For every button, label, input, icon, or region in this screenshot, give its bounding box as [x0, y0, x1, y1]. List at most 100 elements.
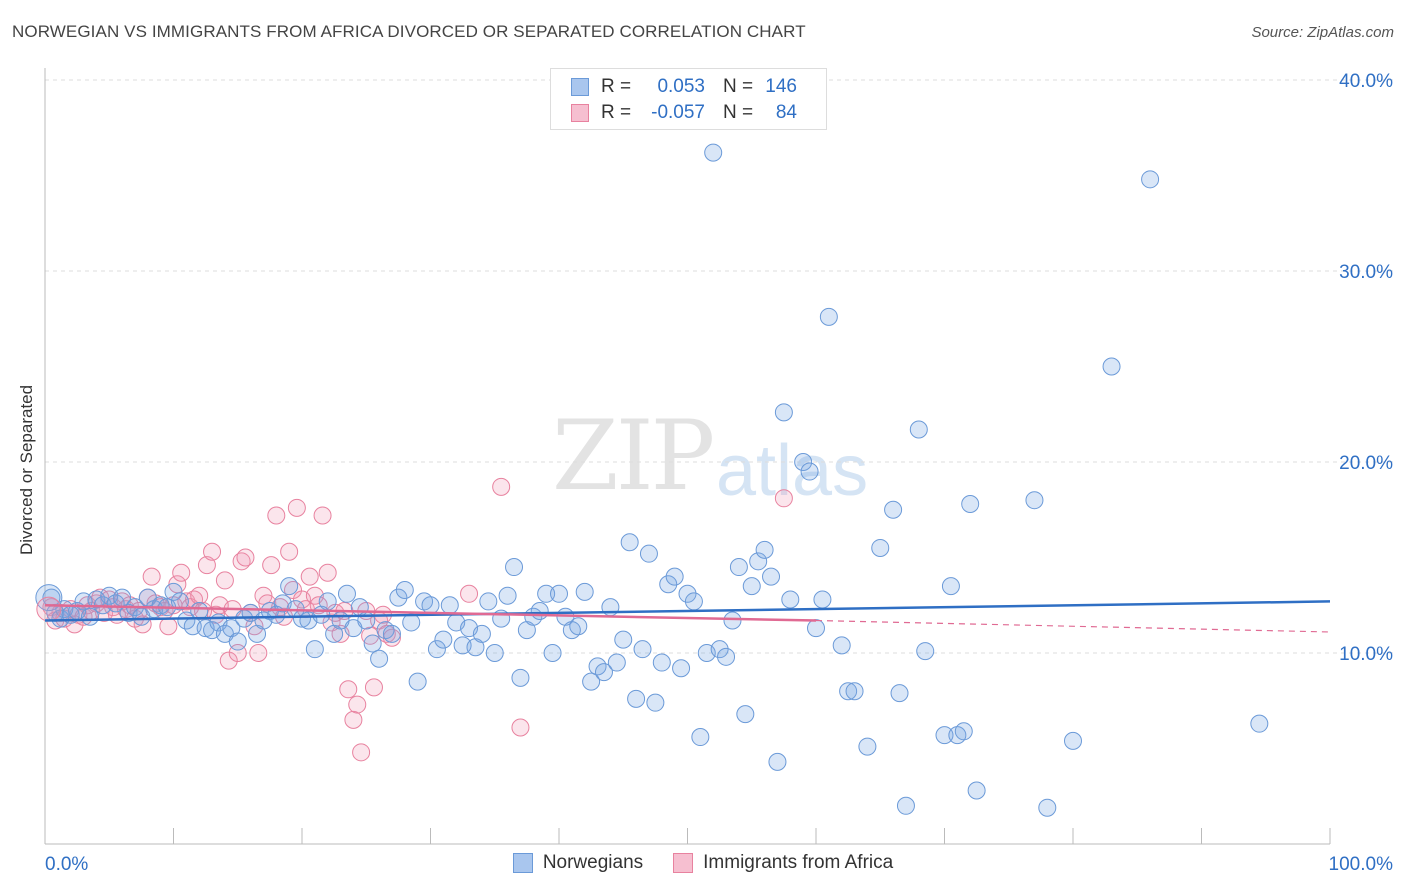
legend-row-immigrants: R = -0.057 N = 84: [571, 101, 797, 125]
norwegian-point: [1250, 714, 1269, 733]
immigrant-point: [190, 586, 209, 605]
norwegian-point: [813, 590, 832, 609]
legend-row-norwegians: R = 0.053 N = 146: [571, 75, 797, 99]
legend-swatch-immigrants: [673, 853, 694, 873]
norwegian-point: [723, 611, 742, 630]
immigrant-point: [159, 617, 178, 636]
norwegian-point: [954, 722, 973, 741]
norwegian-point: [736, 705, 755, 724]
immigrant-point: [774, 489, 793, 508]
immigrant-point: [249, 644, 268, 662]
legend-r-value: 0.053: [657, 76, 705, 97]
norwegian-point: [434, 630, 453, 649]
norwegian-point: [620, 533, 639, 552]
norwegian-point: [337, 584, 356, 603]
norwegian-point: [941, 577, 960, 596]
norwegian-point: [1064, 731, 1082, 750]
immigrant-point: [382, 628, 401, 647]
immigrant-point: [313, 506, 332, 525]
norwegian-point: [363, 634, 382, 653]
norwegian-point: [916, 642, 935, 661]
norwegian-point: [575, 582, 594, 601]
norwegian-point: [768, 752, 787, 771]
norwegian-point: [961, 495, 980, 514]
norwegian-point: [370, 649, 389, 668]
immigrant-point: [511, 718, 530, 737]
norwegian-point: [389, 588, 408, 607]
norwegian-point: [781, 590, 800, 609]
norwegian-point: [967, 781, 986, 800]
norwegian-point: [550, 584, 568, 603]
norwegian-point: [890, 684, 909, 703]
norwegian-point: [395, 580, 414, 599]
immigrant-point: [142, 567, 161, 586]
watermark-zip: ZIP: [552, 400, 715, 512]
legend-item-norwegians[interactable]: Norwegians: [512, 852, 644, 874]
legend-label-immigrants: Immigrants from Africa: [703, 852, 894, 873]
x-tick-label: 0.0%: [45, 854, 88, 875]
immigrant-trend-extension: [815, 619, 1331, 633]
norwegian-point: [170, 592, 189, 611]
norwegian-point: [35, 584, 63, 612]
norwegian-point: [652, 653, 671, 672]
y-axis-label: Divorced or Separated: [17, 384, 36, 555]
norwegian-point: [408, 672, 427, 691]
immigrant-point: [262, 556, 281, 575]
immigrant-point: [300, 567, 319, 586]
norwegian-point: [839, 682, 858, 701]
norwegian-point: [382, 624, 401, 643]
norwegian-point: [794, 453, 813, 471]
norwegian-point: [537, 584, 556, 603]
norwegian-point: [845, 682, 864, 701]
norwegian-point: [633, 640, 652, 659]
norwegian-point: [762, 567, 781, 586]
norwegian-point: [665, 567, 684, 586]
norwegian-point: [672, 659, 691, 678]
norwegian-point: [807, 619, 825, 638]
immigrant-point: [36, 596, 62, 622]
immigrant-point: [318, 563, 337, 582]
norwegian-point: [717, 647, 736, 666]
immigrant-point: [352, 743, 371, 762]
legend-label-norwegians: Norwegians: [542, 852, 644, 873]
norwegian-point: [819, 307, 838, 326]
immigrant-point: [364, 678, 383, 697]
legend-swatch-immigrants: [571, 104, 589, 122]
norwegian-trend-line: [44, 600, 1331, 622]
norwegian-point: [582, 672, 601, 691]
norwegian-point: [543, 644, 562, 662]
legend-swatch-norwegians: [512, 853, 533, 873]
norwegian-point: [498, 586, 517, 605]
norwegian-point: [742, 577, 761, 596]
norwegian-point: [684, 592, 703, 611]
norwegian-point: [871, 538, 890, 557]
norwegian-point: [710, 640, 729, 659]
norwegian-point: [479, 592, 498, 611]
immigrant-point: [172, 563, 191, 582]
y-tick-label: 20.0%: [1339, 453, 1393, 474]
norwegian-point: [896, 796, 915, 815]
immigrant-point: [287, 498, 306, 517]
immigrant-point: [280, 542, 299, 561]
legend-r-label: R =: [601, 76, 632, 97]
norwegian-point: [280, 577, 299, 596]
norwegian-point: [1141, 170, 1160, 189]
legend-n-value: 146: [765, 76, 797, 97]
norwegian-point: [749, 552, 768, 571]
norwegian-point: [659, 575, 678, 594]
norwegian-point: [639, 544, 658, 563]
immigrant-point: [203, 542, 222, 561]
norwegian-point: [646, 693, 665, 712]
norwegian-point: [569, 617, 588, 636]
series-legend: Norwegians Immigrants from Africa: [0, 852, 1406, 874]
immigrant-trend-line: [44, 604, 817, 622]
norwegian-point: [755, 540, 774, 559]
norwegian-point: [858, 737, 877, 756]
norwegian-point: [305, 640, 324, 659]
norwegian-point: [421, 596, 440, 615]
legend-item-immigrants[interactable]: Immigrants from Africa: [673, 852, 893, 874]
norwegian-point: [884, 500, 903, 519]
norwegian-point: [607, 653, 626, 672]
immigrant-point: [267, 506, 286, 525]
